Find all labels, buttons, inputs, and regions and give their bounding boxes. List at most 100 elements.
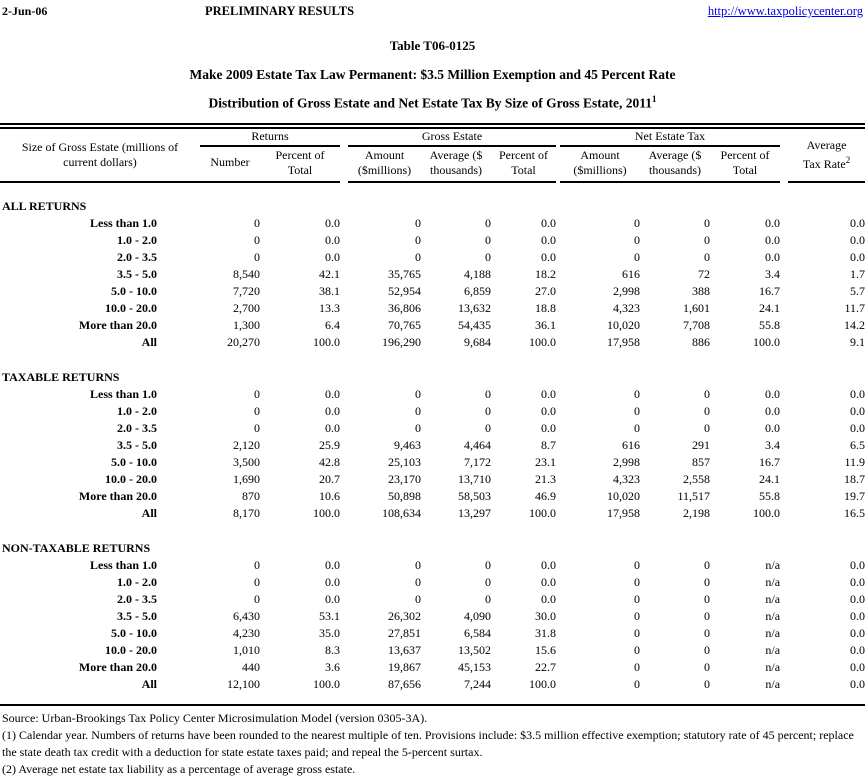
cell-value: 6,430 (233, 608, 260, 623)
table-row: 1.0 - 2.0 0 0.0 0 0 0.0 0 0 0.0 0.0 (0, 403, 865, 420)
section-spacer (0, 351, 865, 369)
cell-value: 100.0 (313, 676, 340, 691)
column-gap (340, 488, 348, 505)
cell-value: 0 (415, 386, 421, 401)
cell-value: 0.0 (541, 386, 556, 401)
cell-value: 54,435 (458, 317, 491, 332)
cell-value: 0 (704, 232, 710, 247)
cell-value: n/a (765, 557, 781, 572)
row-label: 3.5 - 5.0 (117, 608, 157, 623)
section-label: NON-TAXABLE RETURNS (2, 540, 151, 555)
cell-value: 886 (692, 334, 710, 349)
cell-value: 13,632 (458, 300, 491, 315)
cell-value: 35.0 (319, 625, 340, 640)
column-gap (780, 557, 788, 574)
cell-value: 8,540 (233, 266, 260, 281)
cell-value: 0.0 (541, 249, 556, 264)
cell-value: 0 (634, 215, 640, 230)
cell-value: 0 (415, 232, 421, 247)
stub-header: Size of Gross Estate (millions of curren… (0, 125, 200, 183)
cell-value: 0.0 (325, 249, 340, 264)
cell-value: 70,765 (388, 317, 421, 332)
col-header-gross-pct: Percent of Total (491, 145, 556, 183)
cell-value: 0 (254, 249, 260, 264)
column-gap (340, 334, 348, 351)
cell-value: 0 (485, 591, 491, 606)
row-label: All (141, 676, 157, 691)
cell-value: 0 (254, 420, 260, 435)
cell-value: 4,230 (233, 625, 260, 640)
column-gap (780, 266, 788, 283)
cell-value: 0 (415, 574, 421, 589)
cell-value: 5.7 (850, 283, 865, 298)
cell-value: 16.7 (759, 283, 781, 298)
table-row: All 20,270 100.0 196,290 9,684 100.0 17,958 886… (0, 334, 865, 351)
cell-value: 55.8 (759, 488, 781, 503)
cell-value: 0 (634, 659, 640, 674)
avg-tax-rate-line1: Average (806, 137, 847, 152)
table-row: 2.0 - 3.5 0 0.0 0 0 0.0 0 0 0.0 0.0 (0, 249, 865, 266)
table-number: Table T06-0125 (389, 38, 476, 53)
source-note: Source: Urban-Brookings Tax Policy Cente… (2, 710, 428, 725)
column-gap (340, 215, 348, 232)
row-label: 2.0 - 3.5 (117, 420, 157, 435)
cell-value: 17,958 (607, 505, 640, 520)
column-gap (780, 126, 788, 182)
cell-value: 42.8 (319, 454, 340, 469)
cell-value: 0.0 (850, 625, 865, 640)
cell-value: 36,806 (388, 300, 421, 315)
taxpolicycenter-link[interactable]: http://www.taxpolicycenter.org (707, 4, 863, 18)
cell-value: 2,198 (683, 505, 710, 520)
cell-value: 0.0 (850, 591, 865, 606)
column-gap (780, 659, 788, 676)
column-gap (340, 386, 348, 403)
cell-value: 25,103 (388, 454, 421, 469)
cell-value: 0.0 (325, 574, 340, 589)
cell-value: 11.9 (844, 454, 865, 469)
cell-value: n/a (765, 625, 781, 640)
footnote-1: (1) Calendar year. Numbers of returns ha… (2, 727, 854, 759)
cell-value: 100.0 (753, 334, 781, 349)
cell-value: 15.6 (535, 642, 556, 657)
cell-value: 1,010 (233, 642, 260, 657)
column-gap (780, 386, 788, 403)
cell-value: 3.4 (765, 437, 781, 452)
cell-value: 0.0 (850, 608, 865, 623)
cell-value: 1,601 (683, 300, 710, 315)
cell-value: 27.0 (535, 283, 556, 298)
cell-value: 4,323 (613, 300, 640, 315)
column-gap (340, 249, 348, 266)
cell-value: n/a (765, 574, 781, 589)
cell-value: 8,170 (233, 505, 260, 520)
row-label: 2.0 - 3.5 (117, 249, 157, 264)
cell-value: 31.8 (535, 625, 556, 640)
table-row: 2.0 - 3.5 0 0.0 0 0 0.0 0 0 n/a 0.0 (0, 591, 865, 608)
cell-value: 291 (692, 437, 710, 452)
cell-value: 55.8 (759, 317, 781, 332)
cell-value: 0 (485, 386, 491, 401)
table-bottom-spacer (0, 693, 865, 705)
table-row: 5.0 - 10.0 7,720 38.1 52,954 6,859 27.0 2,998 3… (0, 283, 865, 300)
cell-value: 0.0 (541, 591, 556, 606)
cell-value: 0.0 (541, 420, 556, 435)
cell-value: 0 (634, 625, 640, 640)
row-label: 10.0 - 20.0 (105, 300, 157, 315)
column-gap (780, 403, 788, 420)
cell-value: 87,656 (388, 676, 421, 691)
cell-value: 9.1 (850, 334, 865, 349)
row-label: 1.0 - 2.0 (117, 232, 157, 247)
column-gap (340, 676, 348, 693)
column-gap (780, 488, 788, 505)
cell-value: 16.5 (844, 505, 865, 520)
cell-value: 19,867 (388, 659, 421, 674)
cell-value: 13,297 (458, 505, 491, 520)
row-label: 5.0 - 10.0 (111, 283, 157, 298)
table-row: Less than 1.0 0 0.0 0 0 0.0 0 0 0.0 0.0 (0, 215, 865, 232)
cell-value: 8.3 (325, 642, 340, 657)
cell-value: 0.0 (541, 574, 556, 589)
row-label: More than 20.0 (78, 488, 157, 503)
cell-value: 3.6 (325, 659, 340, 674)
column-gap (780, 437, 788, 454)
cell-value: 0.0 (325, 403, 340, 418)
stub-header-line1: Size of Gross Estate (millions of (21, 139, 179, 154)
